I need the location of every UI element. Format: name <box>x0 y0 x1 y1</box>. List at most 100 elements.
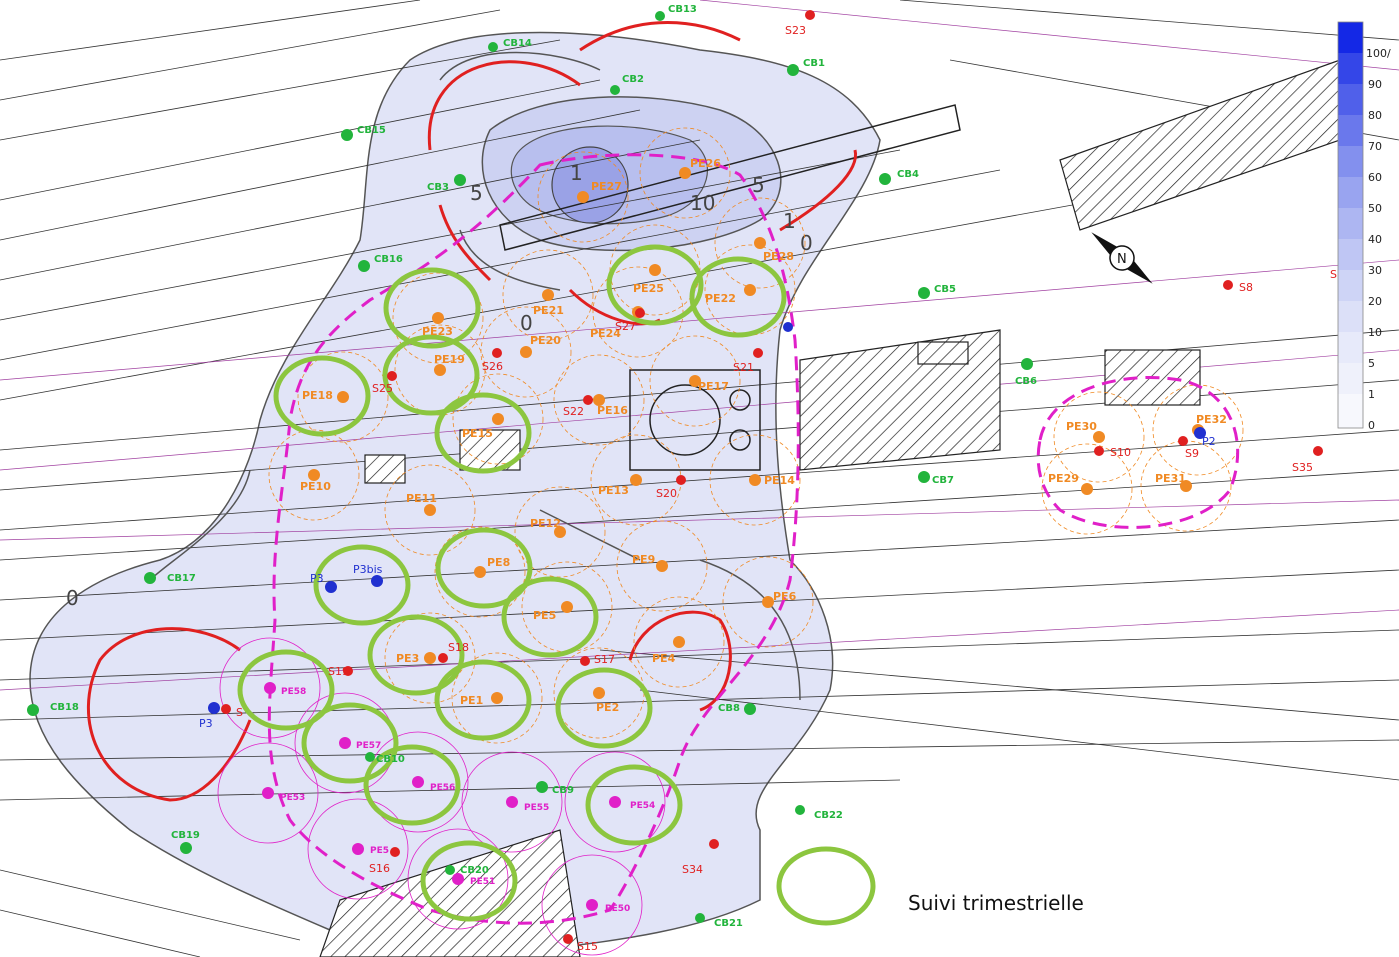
cb-point[interactable]: CB5 <box>918 284 956 299</box>
s-point[interactable]: S22 <box>563 395 593 418</box>
cb-point[interactable]: CB17 <box>144 572 196 584</box>
cb-point[interactable]: CB19 <box>171 830 200 854</box>
pe-point[interactable]: PE22 <box>705 284 756 305</box>
pe-point[interactable]: PE21 <box>533 289 564 317</box>
pe-point[interactable]: PE27 <box>577 180 622 203</box>
svg-text:S18: S18 <box>448 641 469 654</box>
p-point[interactable]: P3 <box>310 572 337 593</box>
pe-point[interactable]: PE5 <box>352 843 389 856</box>
s-point[interactable]: S25 <box>372 371 397 395</box>
pe-point[interactable]: PE51 <box>452 873 495 887</box>
pe-point[interactable]: PE9 <box>632 553 668 572</box>
pe-point[interactable]: PE55 <box>506 796 549 813</box>
s-point[interactable]: S <box>221 704 243 719</box>
s-point[interactable]: S <box>1330 268 1337 281</box>
cb-point[interactable]: CB10 <box>365 752 405 765</box>
p-point[interactable]: P2 <box>1194 427 1216 448</box>
svg-text:PE50: PE50 <box>605 904 630 914</box>
cb-point[interactable]: CB15 <box>341 125 386 141</box>
svg-text:S: S <box>236 706 243 719</box>
s-point[interactable]: S26 <box>482 348 503 373</box>
s-point[interactable]: S17 <box>580 653 615 666</box>
pe-point[interactable]: PE25 <box>633 264 664 295</box>
cb-point[interactable]: CB4 <box>879 169 919 185</box>
pe-point[interactable]: PE4 <box>652 636 685 665</box>
s-point[interactable]: S9 <box>1178 436 1199 460</box>
svg-text:PE8: PE8 <box>487 556 510 569</box>
pe-point[interactable]: PE19 <box>434 353 465 376</box>
pe-point[interactable]: PE6 <box>762 590 797 608</box>
pe-point[interactable]: PE58 <box>264 682 306 697</box>
color-scale: 100/ 90 80 70 60 50 40 30 20 10 5 1 0 <box>1337 21 1391 432</box>
s-point[interactable]: S18 <box>438 641 469 663</box>
cb-point[interactable]: CB21 <box>695 913 743 929</box>
p-point[interactable]: P3bis <box>353 563 383 587</box>
cb-point[interactable]: CB9 <box>536 781 574 796</box>
pe-point[interactable]: PE17 <box>689 375 729 393</box>
pe-point[interactable]: PE28 <box>754 237 794 263</box>
s-point[interactable]: S19 <box>328 665 353 678</box>
svg-text:PE15: PE15 <box>462 427 493 440</box>
s-point[interactable]: S34 <box>682 839 719 876</box>
cb-point[interactable]: CB2 <box>610 74 644 95</box>
s-point[interactable]: S15 <box>563 934 598 953</box>
svg-text:PE51: PE51 <box>470 877 495 887</box>
svg-text:CB16: CB16 <box>374 254 403 265</box>
pe-point[interactable]: PE20 <box>520 334 561 358</box>
s-point[interactable]: S16 <box>369 847 400 875</box>
pe-point[interactable]: PE54 <box>609 796 655 811</box>
p-point[interactable]: P3 <box>199 702 220 730</box>
cb-point[interactable]: CB3 <box>427 174 466 193</box>
s-point[interactable]: S8 <box>1223 280 1253 294</box>
pe-point[interactable]: PE53 <box>262 787 305 803</box>
svg-text:PE26: PE26 <box>690 157 721 170</box>
pe-point[interactable]: PE3 <box>396 652 436 665</box>
pe-point[interactable]: PE50 <box>586 899 630 914</box>
cb-point[interactable]: CB1 <box>787 58 825 76</box>
s-point[interactable]: S10 <box>1094 446 1131 459</box>
scale-label: 5 <box>1368 357 1375 370</box>
pe-point[interactable]: PE18 <box>302 389 349 403</box>
s-point[interactable]: S21 <box>733 348 763 374</box>
s-point[interactable]: S27 <box>615 308 645 333</box>
cb-point[interactable]: CB22 <box>795 805 843 821</box>
pe-point[interactable]: PE31 <box>1155 472 1192 492</box>
pe-point[interactable]: PE5 <box>533 601 573 622</box>
svg-text:CB2: CB2 <box>622 74 644 85</box>
pe-point[interactable]: PE29 <box>1048 472 1093 495</box>
s-point[interactable]: S35 <box>1292 446 1323 474</box>
cb-point[interactable]: CB13 <box>655 4 697 21</box>
pe-point[interactable]: PE56 <box>412 776 455 793</box>
pe-point[interactable]: PE11 <box>406 492 437 516</box>
contour-label: 1 <box>783 209 796 233</box>
s-point[interactable]: S23 <box>785 10 815 37</box>
pe-point[interactable]: PE12 <box>530 517 566 538</box>
s-point[interactable]: S20 <box>656 475 686 500</box>
pe-point[interactable]: PE13 <box>598 474 642 497</box>
pe-point[interactable]: PE10 <box>300 469 331 493</box>
svg-text:CB19: CB19 <box>171 830 200 841</box>
cb-point[interactable]: CB8 <box>718 703 756 715</box>
p-point-extra[interactable] <box>783 322 793 332</box>
pe-point[interactable]: PE14 <box>749 474 795 487</box>
pe-point[interactable]: PE57 <box>339 737 381 751</box>
pe-point[interactable]: PE16 <box>593 394 628 417</box>
pe-point[interactable]: PE2 <box>593 687 619 714</box>
cb-point[interactable]: CB18 <box>27 702 79 716</box>
cb-point[interactable]: CB6 <box>1015 358 1037 387</box>
cb-point[interactable]: CB7 <box>918 471 954 486</box>
pe-point[interactable]: PE26 <box>679 157 721 179</box>
legend-ring-icon <box>776 846 876 926</box>
pe-point[interactable]: PE8 <box>474 556 510 578</box>
cb-point[interactable]: CB14 <box>488 38 532 52</box>
pe-point[interactable]: PE23 <box>422 312 453 338</box>
pe-point[interactable]: PE30 <box>1066 420 1105 443</box>
pe-point[interactable]: PE1 <box>460 692 503 707</box>
pe-point[interactable]: PE15 <box>462 413 504 440</box>
contour-label: 5 <box>752 173 765 197</box>
cb-point[interactable]: CB20 <box>445 865 489 876</box>
svg-text:CB20: CB20 <box>460 865 489 876</box>
scale-label: 60 <box>1368 171 1382 184</box>
svg-text:PE23: PE23 <box>422 325 453 338</box>
cb-point[interactable]: CB16 <box>358 254 403 272</box>
